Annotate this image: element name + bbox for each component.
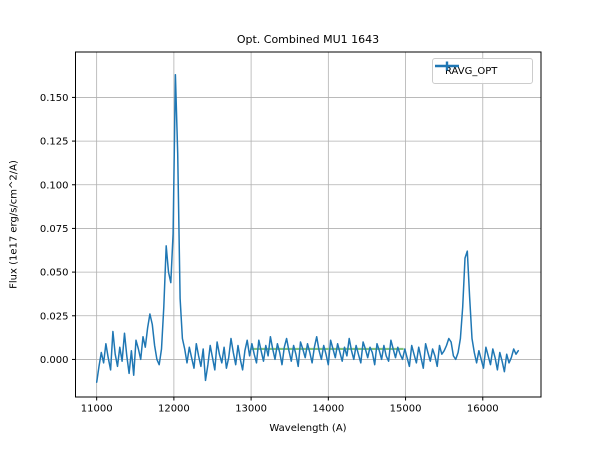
y-tick-label: 0.125	[40, 137, 69, 148]
y-tick-label: 0.150	[40, 93, 69, 104]
x-tick-label: 13000	[235, 404, 267, 415]
x-tick-label: 14000	[312, 404, 344, 415]
x-tick-label: 12000	[158, 404, 190, 415]
x-tick-label: 11000	[81, 404, 113, 415]
legend: RAVG_OPT	[432, 58, 533, 84]
spectrum-line	[95, 73, 520, 383]
y-tick-label: 0.100	[40, 180, 69, 191]
y-tick-label: 0.000	[40, 355, 69, 366]
chart-title: Opt. Combined MU1 1643	[236, 33, 380, 46]
x-tick-label: 16000	[467, 404, 499, 415]
x-tick-label: 15000	[390, 404, 422, 415]
axes-spines	[75, 51, 542, 398]
x-axis-label: Wavelength (A)	[269, 423, 347, 434]
y-tick-label: 0.050	[40, 268, 69, 279]
legend-label: RAVG_OPT	[445, 65, 498, 77]
y-axis-label: Flux (1e17 erg/s/cm^2/A)	[8, 160, 20, 289]
y-tick-label: 0.075	[40, 224, 69, 235]
y-tick-label: 0.025	[40, 311, 69, 322]
errorbar-marker-icon	[435, 61, 459, 71]
